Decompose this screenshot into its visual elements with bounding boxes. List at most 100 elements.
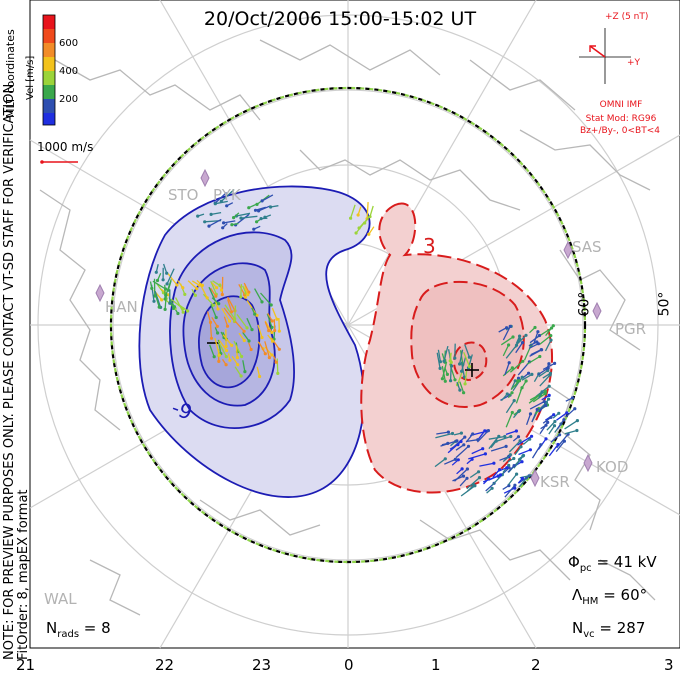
mlt-label-2: 2	[531, 656, 541, 674]
velocity-vector	[218, 339, 228, 351]
velocity-vector-origin	[509, 434, 513, 439]
velocity-vector	[546, 421, 556, 431]
velocity-vector	[349, 204, 356, 219]
velocity-vector-origin	[260, 199, 264, 203]
velocity-vector-origin	[242, 338, 246, 343]
velocity-vector	[471, 448, 483, 455]
velocity-vector-origin	[505, 466, 509, 470]
velocity-vector-origin	[513, 483, 517, 487]
velocity-vector-origin	[562, 439, 567, 443]
plot-frame	[29, 0, 680, 649]
velocity-scale-label: Vel [m/s]	[25, 55, 36, 100]
velocity-vector	[477, 430, 486, 441]
velocity-vector-origin	[542, 400, 546, 404]
velocity-vector	[366, 202, 369, 219]
velocity-vector	[505, 430, 517, 436]
velocity-vector-origin	[539, 348, 543, 352]
velocity-vector-origin	[219, 288, 224, 292]
velocity-vector	[556, 419, 565, 430]
velocity-vector	[170, 298, 184, 310]
velocity-vector-origin	[510, 366, 514, 370]
velocity-vector-origin	[477, 470, 481, 474]
station-label-ksr: KSR	[540, 473, 570, 491]
velocity-vector	[436, 352, 441, 369]
velocity-vector	[460, 485, 476, 497]
velocity-vector	[533, 331, 539, 345]
velocity-vector	[503, 487, 515, 494]
velocity-vector	[518, 475, 530, 484]
velocity-vector-origin	[516, 379, 520, 383]
velocity-vector	[539, 335, 552, 345]
velocity-vector	[542, 362, 555, 370]
velocity-vector-origin	[547, 397, 551, 401]
velocity-vector	[529, 401, 545, 410]
velocity-vector-origin	[230, 223, 234, 227]
velocity-vector	[530, 349, 542, 356]
velocity-vector	[455, 445, 469, 459]
velocity-vector-origin	[175, 283, 179, 287]
velocity-vector-origin	[494, 439, 498, 443]
velocity-vector-origin	[538, 354, 542, 359]
velocity-vector-origin	[176, 311, 180, 316]
velocity-vector-origin	[239, 295, 243, 299]
velocity-vector-origin	[225, 204, 229, 208]
velocity-vector-origin	[465, 467, 469, 471]
velocity-vector-origin	[155, 278, 160, 283]
velocity-vector-origin	[249, 347, 253, 352]
velocity-vector-origin	[549, 334, 553, 338]
velocity-tick-600: 600	[59, 38, 79, 49]
imf-bz-label: +Z (5 nT)	[605, 12, 649, 22]
velocity-vector	[502, 454, 511, 463]
velocity-vector-origin	[273, 328, 277, 333]
mlt-label-21: 21	[16, 656, 36, 674]
velocity-vector	[459, 477, 468, 487]
velocity-vector-origin	[527, 371, 531, 375]
velocity-vector	[210, 304, 217, 318]
velocity-vector-origin	[552, 424, 557, 428]
velocity-vector-origin	[453, 356, 457, 360]
velocity-vector-origin	[245, 326, 249, 330]
velocity-vector-origin	[528, 448, 533, 452]
velocity-vector	[435, 432, 453, 439]
station-label-han: HAN	[105, 298, 138, 316]
velocity-vector-origin	[235, 356, 239, 360]
velocity-vector	[258, 341, 266, 355]
velocity-vector-origin	[203, 220, 207, 224]
velocity-vector-origin	[243, 370, 247, 374]
velocity-tick-200: 200	[59, 94, 79, 105]
velocity-vector	[261, 194, 274, 202]
velocity-vector	[521, 373, 533, 381]
velocity-vector	[464, 370, 468, 384]
velocity-vector-origin	[218, 283, 222, 287]
velocity-vector	[515, 342, 524, 354]
mlt-label-1: 1	[431, 656, 441, 674]
velocity-vector-origin	[507, 466, 511, 470]
velocity-vector	[495, 435, 512, 443]
velocity-vector	[451, 436, 466, 450]
velocity-vector-origin	[463, 435, 467, 439]
velocity-vector-origin	[573, 407, 577, 411]
velocity-vector	[444, 458, 456, 465]
velocity-vector	[234, 320, 245, 332]
velocity-vector	[539, 374, 551, 387]
velocity-vector	[555, 440, 565, 453]
velocity-vector	[504, 484, 516, 498]
velocity-vector-origin	[267, 329, 271, 333]
velocity-vector-origin	[516, 376, 521, 380]
velocity-vector-origin	[181, 310, 185, 314]
velocity-vector-origin	[558, 433, 562, 437]
velocity-vector-origin	[207, 224, 211, 228]
velocity-vector-origin	[536, 342, 541, 346]
coords-label: MLT coordinates	[4, 29, 17, 118]
velocity-vector-origin	[520, 386, 524, 390]
velocity-vector-origin	[549, 338, 553, 342]
velocity-vector-origin	[536, 330, 540, 334]
velocity-vector	[460, 361, 466, 378]
latitude-label-60: 60°	[576, 291, 593, 317]
velocity-vector	[236, 314, 248, 329]
velocity-vector-origin	[462, 391, 466, 395]
velocity-vector-origin	[214, 315, 218, 320]
mlt-label-23: 23	[252, 656, 272, 674]
imf-dial	[579, 28, 631, 84]
imf-by-label: +Y	[627, 58, 641, 68]
